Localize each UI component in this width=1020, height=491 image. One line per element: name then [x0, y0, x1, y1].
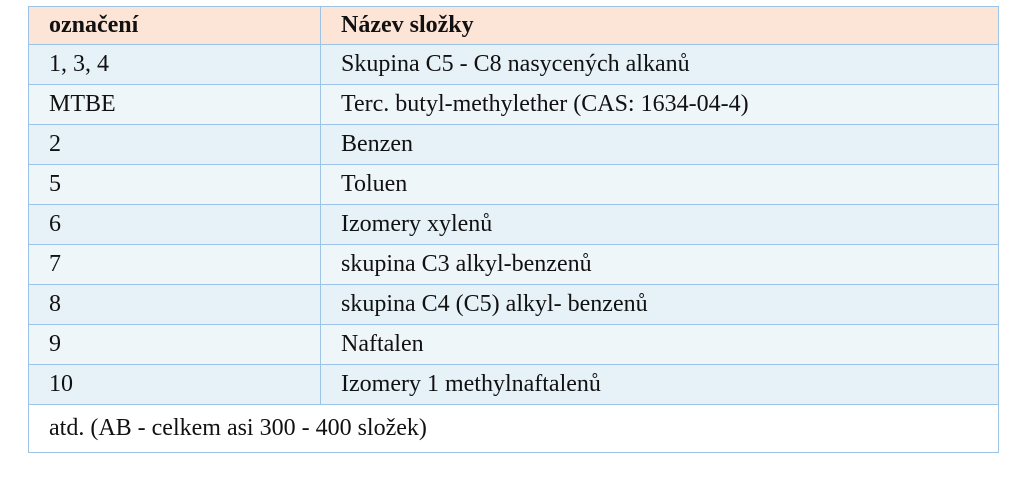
table-body: 1, 3, 4 Skupina C5 - C8 nasycených alkan… [28, 44, 999, 405]
column-header-code: označení [28, 6, 321, 45]
components-table: označení Název složky 1, 3, 4 Skupina C5… [28, 6, 999, 453]
cell-code: 7 [28, 244, 321, 285]
cell-name: Izomery 1 methylnaftalenů [320, 364, 999, 405]
cell-name: Naftalen [320, 324, 999, 365]
cell-code: 1, 3, 4 [28, 44, 321, 85]
cell-name: Terc. butyl-methylether (CAS: 1634-04-4) [320, 84, 999, 125]
cell-code: 8 [28, 284, 321, 325]
footer-note: atd. (AB - celkem asi 300 - 400 složek) [28, 404, 999, 453]
table-row: MTBE Terc. butyl-methylether (CAS: 1634-… [28, 84, 999, 125]
header-row: označení Název složky [28, 6, 999, 45]
table-row: 8 skupina C4 (C5) alkyl- benzenů [28, 284, 999, 325]
footer-row: atd. (AB - celkem asi 300 - 400 složek) [28, 404, 999, 453]
table-row: 1, 3, 4 Skupina C5 - C8 nasycených alkan… [28, 44, 999, 85]
table-row: 9 Naftalen [28, 324, 999, 365]
table-header: označení Název složky [28, 6, 999, 45]
cell-name: Benzen [320, 124, 999, 165]
column-header-name: Název složky [320, 6, 999, 45]
table-row: 10 Izomery 1 methylnaftalenů [28, 364, 999, 405]
cell-code: 5 [28, 164, 321, 205]
cell-code: 6 [28, 204, 321, 245]
table-row: 7 skupina C3 alkyl-benzenů [28, 244, 999, 285]
cell-code: 10 [28, 364, 321, 405]
cell-name: skupina C4 (C5) alkyl- benzenů [320, 284, 999, 325]
table-footer: atd. (AB - celkem asi 300 - 400 složek) [28, 404, 999, 453]
cell-name: Toluen [320, 164, 999, 205]
cell-code: 2 [28, 124, 321, 165]
table-row: 2 Benzen [28, 124, 999, 165]
cell-name: skupina C3 alkyl-benzenů [320, 244, 999, 285]
table-row: 6 Izomery xylenů [28, 204, 999, 245]
cell-name: Skupina C5 - C8 nasycených alkanů [320, 44, 999, 85]
cell-code: MTBE [28, 84, 321, 125]
cell-code: 9 [28, 324, 321, 365]
cell-name: Izomery xylenů [320, 204, 999, 245]
components-table-container: označení Název složky 1, 3, 4 Skupina C5… [28, 6, 999, 453]
table-row: 5 Toluen [28, 164, 999, 205]
